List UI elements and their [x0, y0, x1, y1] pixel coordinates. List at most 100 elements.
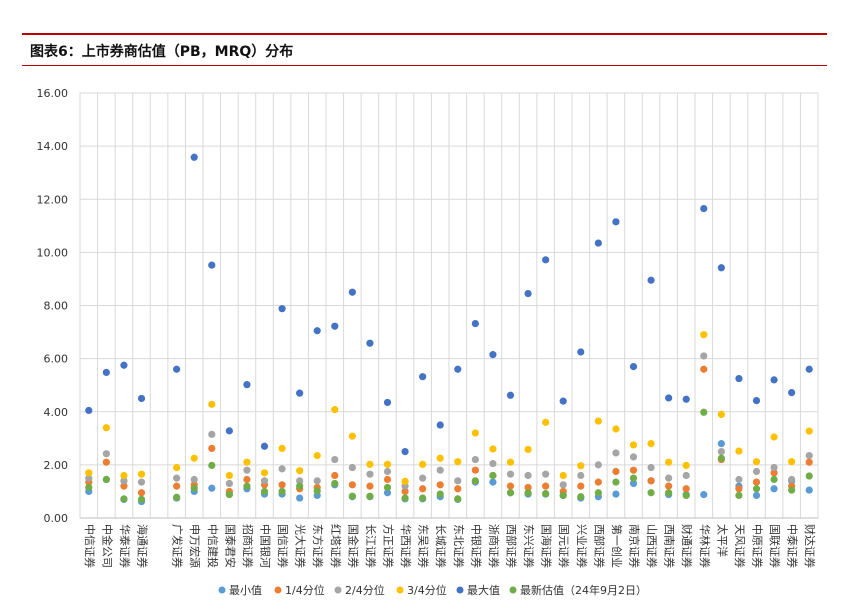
series-max-point: [665, 394, 673, 402]
series-latest-point: [471, 477, 479, 485]
y-tick-label: 6.00: [44, 353, 69, 366]
x-tick-label: 东方证券: [311, 524, 325, 568]
series-max-point: [629, 362, 638, 371]
series-q2-point: [313, 477, 321, 485]
series-latest-point: [120, 495, 128, 503]
x-tick-label: 西南证券: [663, 524, 677, 568]
series-q2-point: [383, 467, 392, 476]
series-latest-point: [85, 483, 93, 492]
series-q2-point: [348, 463, 356, 472]
x-tick-label: 财达证券: [803, 524, 817, 568]
series-max-point: [594, 239, 602, 247]
series-q3-point: [647, 440, 655, 448]
x-tick-label: 长江证券: [364, 524, 378, 568]
series-latest-group: [85, 408, 813, 504]
series-q1-point: [647, 477, 655, 485]
series-q2-point: [647, 463, 655, 472]
series-max-point: [700, 204, 708, 213]
series-max-point: [805, 365, 813, 373]
series-q2-point: [524, 471, 532, 480]
series-q3-point: [471, 429, 479, 437]
series-q3-point: [788, 458, 796, 466]
series-q2-point: [208, 430, 216, 438]
series-max-point: [85, 406, 93, 415]
series-latest-point: [665, 489, 673, 497]
series-q2-point: [594, 461, 602, 469]
series-q2-point: [489, 459, 497, 468]
x-tick-label: 申万宏源: [188, 524, 202, 568]
series-q1-point: [770, 469, 778, 477]
series-max-point: [489, 351, 497, 359]
series-q2-point: [735, 475, 743, 484]
series-q3-point: [296, 467, 304, 475]
series-max-point: [436, 421, 444, 429]
series-latest-point: [594, 489, 602, 497]
series-q1-point: [419, 485, 427, 493]
legend-marker-q3: [396, 586, 404, 594]
chart-title: 图表6：上市券商估值（PB，MRQ）分布: [30, 44, 294, 60]
legend-marker-q1: [274, 586, 282, 594]
title-bottom-rule: [22, 65, 827, 66]
series-min-point: [296, 494, 304, 502]
legend-label-min: 最小值: [229, 584, 262, 597]
x-tick-label: 南京证券: [628, 524, 642, 568]
series-q3-point: [629, 441, 638, 449]
series-q3-point: [612, 425, 620, 433]
series-q3-point: [401, 477, 409, 485]
series-latest-point: [770, 475, 778, 484]
series-q1-point: [208, 444, 216, 453]
series-q2-point: [419, 474, 427, 482]
series-q3-point: [506, 458, 515, 466]
series-max-point: [348, 288, 356, 296]
series-max-point: [471, 319, 479, 328]
series-q1-point: [506, 482, 515, 490]
series-latest-point: [383, 483, 392, 492]
series-q2-point: [471, 455, 479, 464]
series-max-point: [717, 264, 725, 272]
series-max-point: [208, 261, 216, 269]
series-q1-point: [700, 365, 708, 373]
series-q3-point: [102, 424, 110, 432]
series-max-point: [559, 397, 567, 405]
legend-marker-latest: [509, 586, 517, 594]
legend-label-q1: 1/4分位: [285, 583, 325, 597]
series-latest-point: [366, 492, 374, 500]
x-tick-label: 山西证券: [645, 524, 659, 568]
series-max-point: [735, 374, 743, 383]
series-q3-point: [594, 417, 602, 425]
series-latest-point: [489, 471, 497, 480]
legend-marker-min: [218, 586, 226, 594]
series-q1-point: [735, 485, 743, 493]
x-tick-label: 中信证券: [83, 524, 97, 568]
x-tick-label: 西部证券: [505, 524, 519, 568]
x-tick-label: 中金公司: [100, 524, 114, 568]
legend-marker-q2: [334, 586, 342, 594]
series-q2-point: [260, 477, 269, 485]
series-q1-point: [665, 482, 673, 490]
series-min-point: [383, 489, 392, 497]
series-max-point: [260, 442, 269, 450]
series-latest-point: [436, 490, 444, 498]
series-q2-point: [717, 447, 725, 456]
series-latest-point: [454, 495, 462, 503]
x-tick-label: 国泰君安: [223, 524, 237, 568]
legend-label-q3: 3/4分位: [407, 583, 447, 597]
x-tick-label: 东北证券: [452, 524, 466, 568]
series-q1-point: [120, 482, 128, 490]
series-latest-point: [102, 475, 110, 484]
y-tick-label: 16.00: [37, 87, 69, 100]
series-q2-point: [788, 475, 796, 484]
x-tick-label: 太平洋: [715, 524, 729, 557]
series-q3-point: [559, 471, 567, 480]
x-tick-label: 华林证券: [698, 524, 712, 568]
x-tick-label: 光大证券: [294, 524, 308, 568]
series-max-point: [419, 373, 427, 381]
x-tick-label: 招商证券: [241, 524, 255, 568]
series-q1-point: [629, 466, 638, 474]
series-q3-point: [665, 458, 673, 466]
x-tick-label: 华西证券: [399, 524, 413, 568]
series-q2-point: [454, 477, 462, 485]
series-max-point: [278, 305, 286, 313]
series-max-point: [770, 376, 778, 384]
series-max-point: [788, 389, 796, 397]
